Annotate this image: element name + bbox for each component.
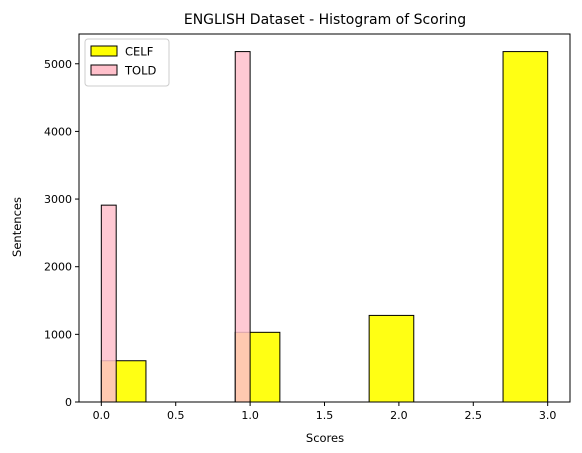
- bar-celf-3: [502, 51, 549, 403]
- legend-label-told: TOLD: [124, 64, 156, 78]
- x-tick-label: 2.5: [465, 409, 483, 422]
- x-tick-label: 1.5: [316, 409, 334, 422]
- x-axis-label: Scores: [306, 431, 344, 445]
- legend-swatch-told: [90, 64, 118, 76]
- y-tick-label: 0: [65, 396, 72, 409]
- y-tick-label: 3000: [44, 193, 72, 206]
- series-told: [100, 51, 251, 403]
- y-axis-label: Sentences: [10, 197, 24, 257]
- y-tick-label: 5000: [44, 58, 72, 71]
- legend-label-celf: CELF: [125, 45, 153, 59]
- x-tick-label: 0.0: [93, 409, 111, 422]
- series-celf: [100, 51, 549, 403]
- y-tick-label: 4000: [44, 125, 72, 138]
- y-tick-label: 2000: [44, 261, 72, 274]
- y-tick-label: 1000: [44, 328, 72, 341]
- legend-swatch-celf: [90, 45, 118, 57]
- x-tick-label: 2.0: [390, 409, 408, 422]
- x-tick-label: 3.0: [539, 409, 557, 422]
- chart-title: ENGLISH Dataset - Histogram of Scoring: [184, 12, 466, 28]
- plot-area: 0.0 0.5 1.0 1.5 2.0 2.5 3.0 0 1000 2000 3000 4000 50…: [44, 33, 571, 422]
- plot-frame: [78, 33, 571, 403]
- x-tick-label: 1.0: [241, 409, 259, 422]
- bar-told-0: [100, 204, 117, 403]
- legend: CELF TOLD: [84, 38, 170, 87]
- bar-celf-2: [368, 314, 415, 403]
- x-tick-label: 0.5: [167, 409, 185, 422]
- bar-told-1: [234, 51, 251, 403]
